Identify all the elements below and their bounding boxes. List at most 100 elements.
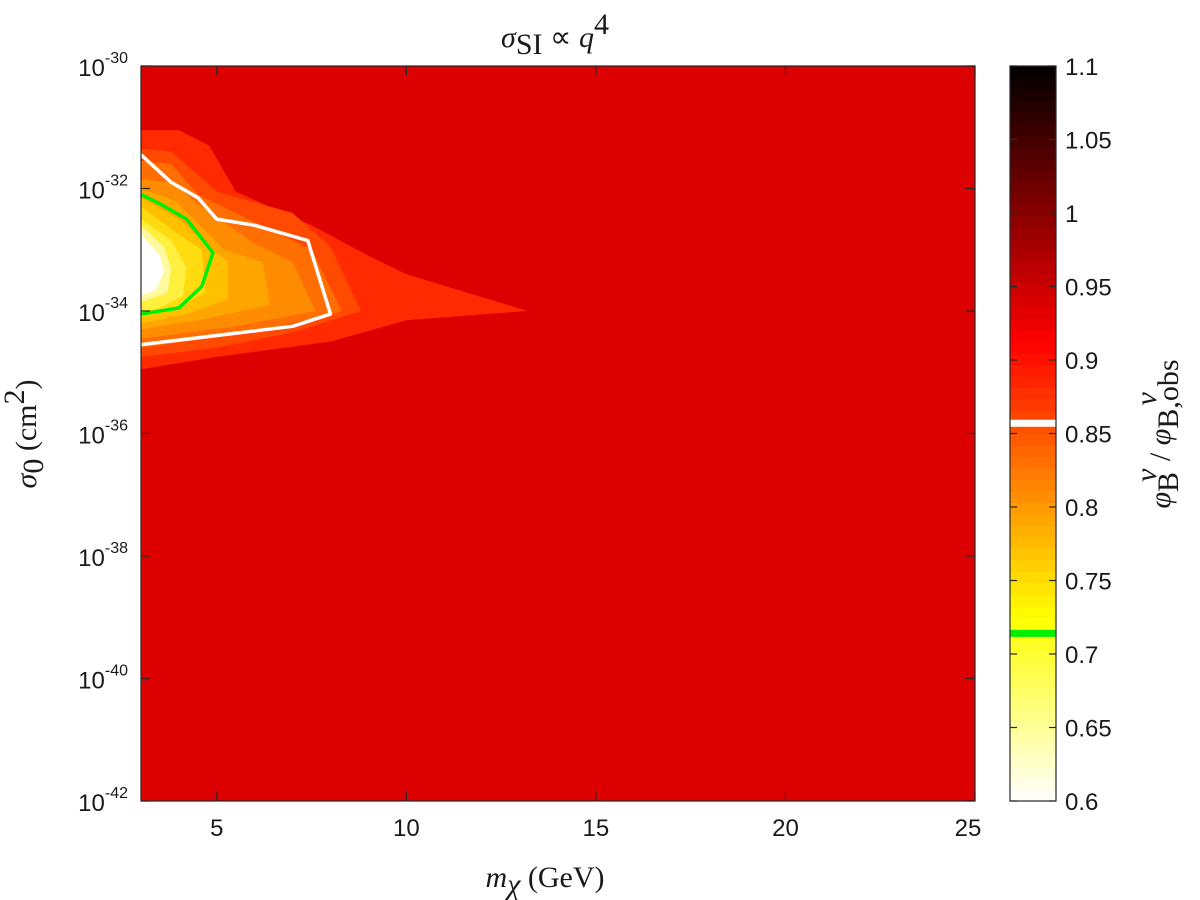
y-tick-label: 10-40 [78,663,128,695]
colorbar-band [1010,123,1056,136]
contour-fills [141,130,528,370]
colorbar-band [1010,169,1056,182]
colorbar-band [1010,88,1056,102]
y-tick-label: 10-42 [78,785,128,817]
y-tick-label: 10-38 [78,540,128,572]
colorbar-band [1010,66,1056,79]
colorbar-band [1010,180,1056,193]
plot-area: 5 10 15 20 25 10-42 10-40 10-38 10-36 10-34 10-32… [78,50,981,842]
colorbar-band [1010,410,1056,423]
colorbar-band [1010,192,1056,205]
colorbar-band [1010,376,1056,389]
colorbar-band [1010,663,1056,676]
colorbar-band [1010,548,1056,561]
colorbar-band [1010,651,1056,664]
colorbar-band [1010,720,1056,733]
colorbar-band [1010,318,1056,331]
colorbar-band [1010,755,1056,768]
x-tick-label: 15 [583,815,610,842]
colorbar-tick-label: 1 [1065,201,1078,228]
colorbar-band [1010,571,1056,584]
colorbar-tick-label: 0.9 [1065,348,1098,375]
colorbar-band [1010,640,1056,653]
colorbar-band [1010,697,1056,710]
colorbar-band [1010,467,1056,481]
colorbar-tick-label: 0.65 [1065,716,1112,743]
y-tick-label: 10-34 [78,295,128,327]
colorbar-tick-label: 0.85 [1065,422,1112,449]
colorbar-band [1010,766,1056,779]
colorbar-tick-label: 0.6 [1065,789,1098,816]
colorbar-band [1010,295,1056,308]
x-axis-label: mχ (GeV) [485,861,604,900]
colorbar-band [1010,444,1056,458]
colorbar-band [1010,157,1056,170]
heatmap-background [141,66,975,801]
colorbar-band [1010,364,1056,377]
colorbar-band [1010,272,1056,285]
colorbar-band [1010,307,1056,320]
colorbar-band [1010,146,1056,159]
colorbar-band [1010,594,1056,607]
x-tick-label: 20 [772,815,799,842]
x-tick-label: 10 [393,815,420,842]
colorbar-band [1010,353,1056,366]
colorbar-band [1010,284,1056,297]
colorbar-tick-label: 0.75 [1065,569,1112,596]
colorbar-label: φBν / φB,obsν [1130,359,1185,508]
colorbar-band [1010,536,1056,549]
colorbar-band [1010,789,1056,802]
colorbar-band [1010,490,1056,504]
x-axis-ticks: 5 10 15 20 25 [210,66,981,842]
colorbar-band [1010,100,1056,113]
y-axis-label: σ0 (cm2) [0,380,50,489]
colorbar-band [1010,203,1056,216]
colorbar-band [1010,111,1056,125]
threshold-line-0 [141,153,333,347]
x-tick-label: 5 [210,815,223,842]
colorbar-band [1010,456,1056,469]
contour-fill-9 [141,234,164,296]
colorbar-band [1010,399,1056,412]
colorbar-band [1010,513,1056,526]
colorbar-band [1010,502,1056,515]
colorbar-tick-label: 1.05 [1065,128,1112,155]
y-axis-ticks: 10-42 10-40 10-38 10-36 10-34 10-32 10-30 [78,50,975,817]
colorbar-band [1010,743,1056,756]
colorbar-band [1010,674,1056,687]
y-tick-label: 10-32 [78,173,128,205]
colorbar-tick-label: 0.8 [1065,495,1098,522]
colorbar-band [1010,238,1056,251]
threshold-line-1 [141,193,215,316]
threshold-contour-lines [141,153,333,347]
colorbar-tick-label: 0.7 [1065,642,1098,669]
colorbar-band [1010,559,1056,572]
colorbar-band [1010,605,1056,618]
colorbar-band [1010,617,1056,630]
chart-title: σSI ∝ q4 [501,8,609,61]
x-tick-label: 25 [955,815,982,842]
colorbar-band [1010,330,1056,343]
colorbar-band [1010,226,1056,239]
y-tick-label: 10-30 [78,50,128,82]
colorbar-tick-label: 0.95 [1065,275,1112,302]
colorbar-ticks: 0.6 0.65 0.7 0.75 0.8 0.85 0.9 0.95 1 1.05 1.1 [1010,54,1112,816]
colorbar-tick-label: 1.1 [1065,54,1098,81]
colorbar-band [1010,261,1056,274]
colorbar-markers [1010,419,1056,637]
colorbar-band [1010,77,1056,90]
colorbar-band [1010,134,1056,147]
colorbar-band [1010,479,1056,492]
colorbar-band [1010,709,1056,722]
colorbar-band [1010,778,1056,791]
colorbar-band [1010,686,1056,699]
colorbar-band [1010,249,1056,262]
colorbar-band [1010,582,1056,595]
colorbar-band [1010,433,1056,446]
colorbar-band [1010,387,1056,400]
colorbar-band [1010,341,1056,354]
colorbar: 0.6 0.65 0.7 0.75 0.8 0.85 0.9 0.95 1 1.05 1.1 φBν… [1009,54,1185,816]
y-tick-label: 10-36 [78,418,128,450]
colorbar-band [1010,525,1056,538]
